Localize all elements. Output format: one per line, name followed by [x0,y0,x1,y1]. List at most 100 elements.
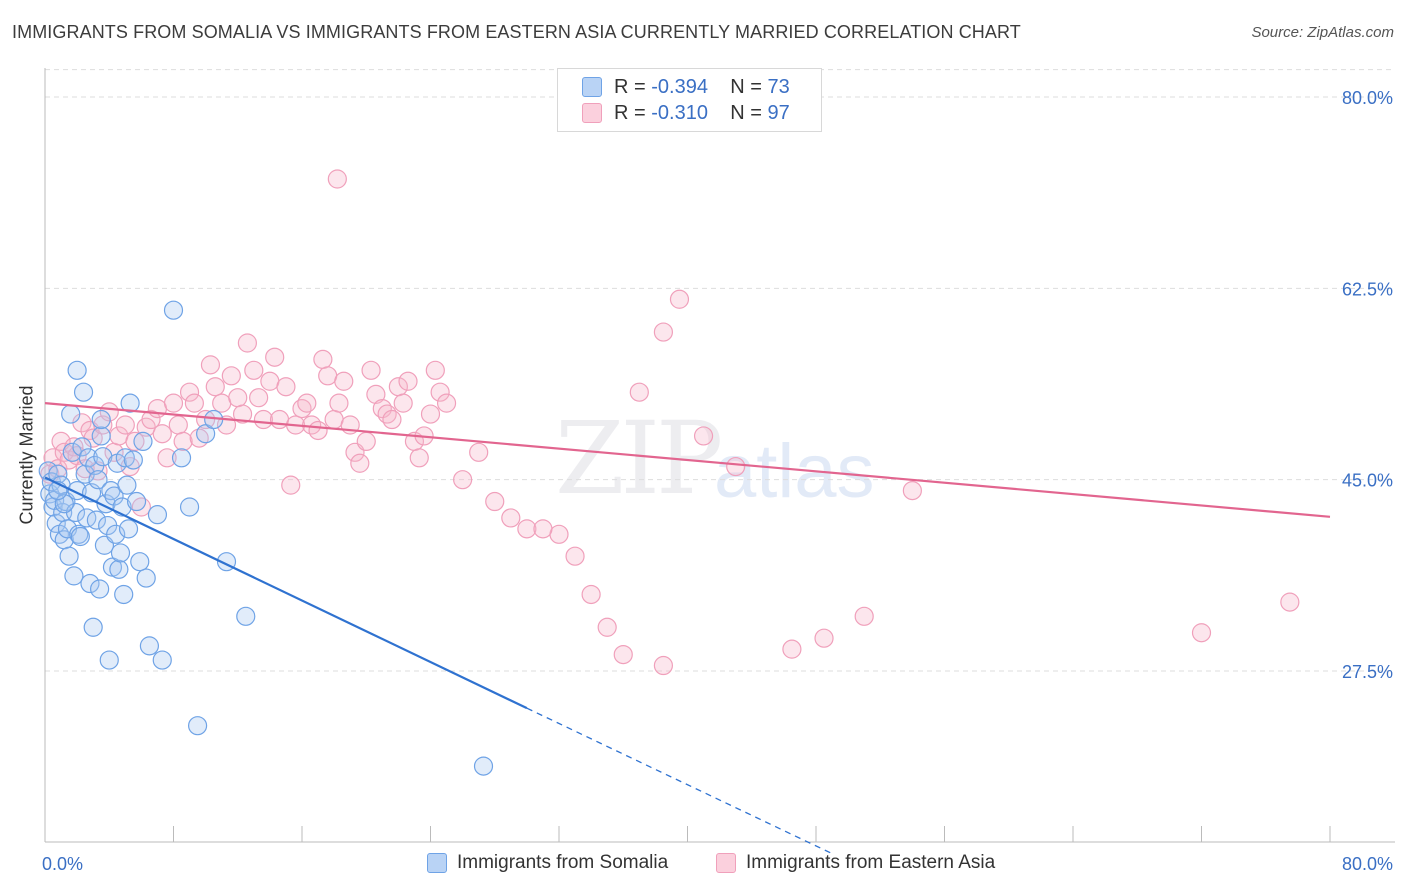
point-easternasia [653,655,674,676]
legend-n-label: N = [730,75,762,98]
point-somalia [67,360,87,380]
point-easternasia [141,409,161,430]
point-easternasia [533,519,553,539]
point-easternasia [152,424,172,444]
point-somalia [46,513,66,534]
point-somalia [473,756,494,776]
point-easternasia [814,628,834,648]
point-easternasia [318,366,338,386]
point-somalia [104,486,124,506]
point-easternasia [308,420,328,441]
point-somalia [171,448,192,468]
watermark-zip: ZIP [555,400,723,517]
point-somalia [152,650,172,670]
point-easternasia [221,366,241,386]
point-easternasia [157,448,177,468]
series-legend-easternasia: Immigrants from Eastern Asia [716,852,995,874]
point-easternasia [196,409,216,430]
point-easternasia [168,415,188,435]
point-somalia [133,431,153,451]
point-easternasia [420,404,441,424]
point-easternasia [334,371,354,391]
point-somalia [139,636,160,656]
point-somalia [110,543,131,563]
chart-title: IMMIGRANTS FROM SOMALIA VS IMMIGRANTS FR… [12,22,1021,42]
point-somalia [147,505,168,525]
point-easternasia [393,393,413,413]
point-somalia [91,409,111,430]
point-easternasia [854,606,874,626]
legend-r-label: R = [614,75,646,98]
series-swatch-somalia [427,853,447,873]
point-somalia [236,606,256,626]
point-somalia [59,546,79,566]
point-easternasia [726,456,746,477]
series-legend-somalia: Immigrants from Somalia [427,852,668,874]
point-easternasia [1280,592,1300,612]
point-somalia [64,566,84,586]
x-tick-label: 80.0% [1342,854,1393,874]
point-somalia [179,497,200,517]
point-easternasia [329,393,349,413]
point-somalia [73,382,94,402]
legend-swatch-easternasia [582,103,602,123]
legend-row-easternasia: R = -0.310 N = 97 [582,101,790,125]
point-somalia [91,426,111,446]
point-easternasia [425,360,445,380]
point-easternasia [200,355,221,375]
point-somalia [80,573,100,594]
legend-row-somalia: R = -0.394 N = 73 [582,75,790,99]
point-somalia [136,568,156,588]
legend-n-value-somalia: 73 [767,75,790,98]
point-easternasia [565,546,585,566]
point-easternasia [581,584,601,605]
point-somalia [115,448,135,468]
point-somalia [118,519,139,539]
point-easternasia [184,393,204,413]
point-easternasia [629,382,649,402]
point-somalia [99,650,119,670]
point-easternasia [453,470,473,490]
point-easternasia [501,508,521,528]
point-easternasia [1191,623,1212,643]
point-easternasia [382,409,402,430]
legend-r-value-somalia: -0.394 [651,75,708,98]
point-somalia [70,526,90,547]
point-somalia [83,617,103,637]
point-easternasia [253,409,274,430]
point-easternasia [260,371,280,391]
series-swatch-easternasia [716,853,736,873]
point-easternasia [613,644,633,665]
point-somalia [88,470,108,490]
trendline-easternasia [44,402,1331,518]
legend-r-label: R = [614,101,646,124]
point-somalia [120,393,140,413]
legend-n-value-easternasia: 97 [767,101,790,124]
point-easternasia [398,371,418,391]
point-easternasia [324,409,344,430]
trendline-somalia-extension [526,707,833,855]
point-easternasia [232,404,253,424]
point-easternasia [669,289,690,309]
correlation-legend: R = -0.394 N = 73 R = -0.310 N = 97 [557,68,822,132]
trendline-somalia [44,476,528,710]
point-somalia [163,300,184,320]
point-easternasia [228,388,248,408]
legend-swatch-somalia [582,77,602,97]
point-easternasia [281,475,301,495]
y-tick-label: 27.5% [1342,662,1393,682]
x-tick-label: 0.0% [42,854,83,874]
point-somalia [72,437,92,457]
watermark-atlas: atlas [714,429,875,514]
point-easternasia [276,377,296,397]
legend-n-label: N = [730,101,762,124]
point-easternasia [356,431,376,451]
series-legend: Immigrants from Somalia Immigrants from … [0,852,1406,878]
point-easternasia [249,388,269,408]
point-easternasia [485,491,505,512]
point-easternasia [244,360,264,380]
y-tick-label: 80.0% [1342,88,1393,108]
point-somalia [86,510,107,530]
point-easternasia [125,431,145,451]
